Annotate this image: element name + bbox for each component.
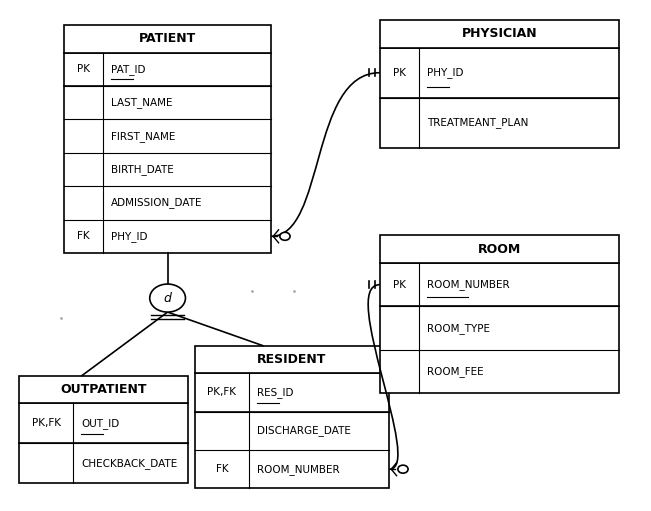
Text: ROOM_TYPE: ROOM_TYPE (427, 322, 490, 334)
Bar (195, 345, 389, 373)
Text: PK,FK: PK,FK (32, 419, 61, 428)
Bar (20, 376, 188, 403)
Text: CHECKBACK_DATE: CHECKBACK_DATE (81, 458, 178, 469)
Text: RESIDENT: RESIDENT (257, 353, 327, 366)
Text: FK: FK (77, 231, 90, 241)
Text: BIRTH_DATE: BIRTH_DATE (111, 164, 174, 175)
Text: PHY_ID: PHY_ID (427, 67, 464, 78)
Text: DISCHARGE_DATE: DISCHARGE_DATE (256, 425, 350, 436)
Text: PATIENT: PATIENT (139, 32, 196, 45)
Text: PK,FK: PK,FK (207, 387, 236, 398)
Text: OUTPATIENT: OUTPATIENT (61, 383, 147, 396)
Text: PAT_ID: PAT_ID (111, 64, 146, 75)
Text: PK: PK (393, 280, 406, 290)
Text: PK: PK (77, 64, 90, 75)
Text: LAST_NAME: LAST_NAME (111, 97, 173, 108)
Text: ROOM: ROOM (478, 243, 521, 256)
Circle shape (280, 233, 290, 240)
Circle shape (398, 465, 408, 473)
Text: TREATMEANT_PLAN: TREATMEANT_PLAN (427, 118, 529, 128)
Text: ADMISSION_DATE: ADMISSION_DATE (111, 197, 202, 208)
Bar (195, 373, 389, 489)
Text: FK: FK (215, 464, 228, 474)
Bar (64, 25, 271, 53)
Bar (380, 263, 619, 393)
Bar (20, 403, 188, 483)
Text: RES_ID: RES_ID (256, 387, 293, 398)
Bar (380, 48, 619, 148)
Circle shape (150, 284, 186, 312)
Text: PHY_ID: PHY_ID (111, 231, 148, 242)
Text: ROOM_NUMBER: ROOM_NUMBER (427, 279, 510, 290)
Text: PHYSICIAN: PHYSICIAN (462, 28, 537, 40)
Bar (380, 236, 619, 263)
Bar (64, 53, 271, 253)
Bar (380, 20, 619, 48)
Text: PK: PK (393, 68, 406, 78)
Text: FIRST_NAME: FIRST_NAME (111, 131, 176, 142)
Text: ROOM_FEE: ROOM_FEE (427, 366, 484, 377)
Text: d: d (163, 292, 171, 305)
Text: ROOM_NUMBER: ROOM_NUMBER (256, 463, 339, 475)
Text: OUT_ID: OUT_ID (81, 418, 119, 429)
